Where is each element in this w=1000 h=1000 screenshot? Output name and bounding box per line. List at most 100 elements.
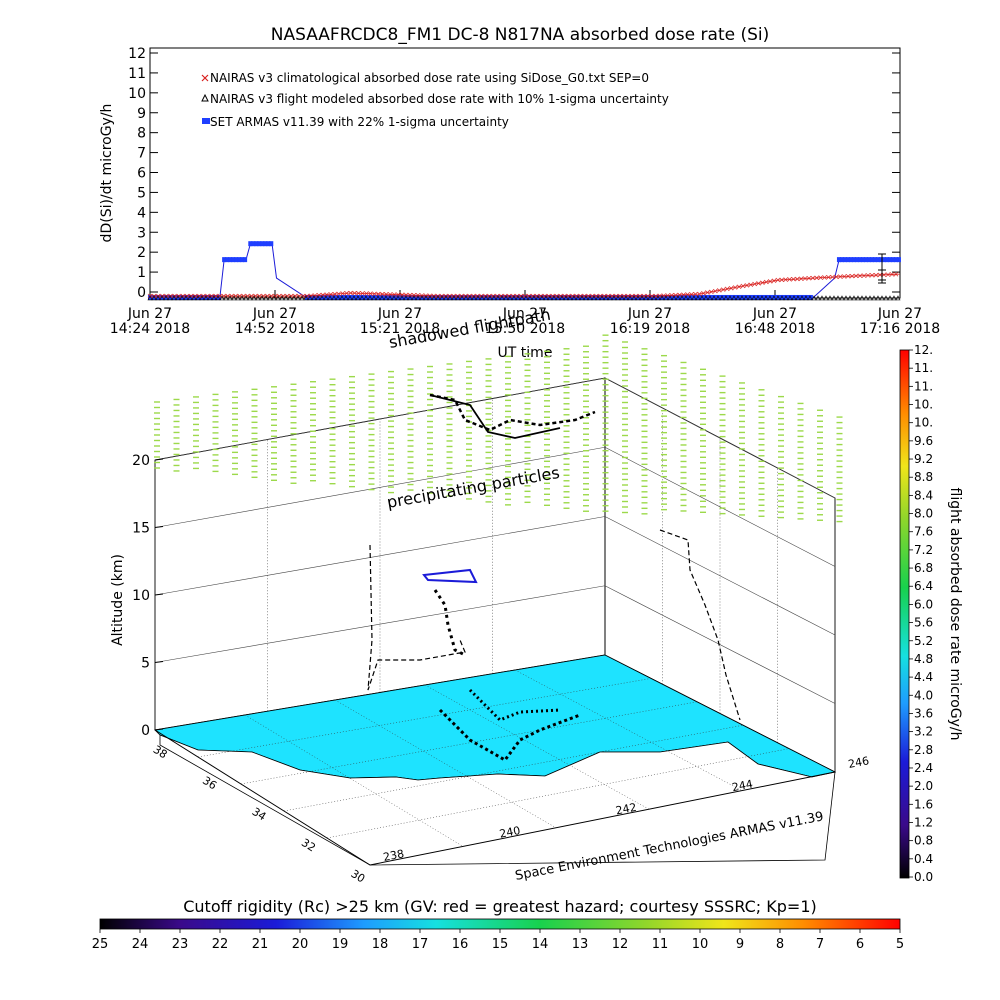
nairas-flight-data-point: [595, 295, 601, 301]
nairas-clim-data-point: [376, 291, 381, 297]
armas-data-point: [733, 294, 738, 300]
armas-data-point: [593, 294, 598, 300]
armas-data-point: [427, 294, 432, 300]
armas-data-point: [435, 294, 440, 300]
armas-data-point: [745, 294, 750, 300]
nairas-flight-data-point: [759, 295, 765, 301]
nairas-flight-data-point: [351, 295, 357, 301]
dose-colorbar: 0.0 0.4 0.8 1.2 1.6 2.0 2.4 2.8 3.2 3.6 4.0 4.4 4.8 5…: [899, 343, 963, 884]
nairas-flight-data-point: [747, 295, 753, 301]
armas-data-point: [534, 294, 539, 300]
top-y-tick-label: 2: [137, 245, 146, 261]
latitude-axis: 38 36 34 32 30: [151, 743, 368, 886]
nairas-flight-data-point: [683, 295, 689, 301]
dose-colorbar-tick-label: 7.6: [914, 525, 933, 539]
armas-data-point: [331, 294, 336, 300]
longitude-tick-label: 238: [382, 847, 405, 864]
nairas-clim-data-point: [853, 273, 859, 279]
nairas-flight-data-point: [179, 295, 185, 301]
nairas-flight-data-point: [559, 295, 565, 301]
rigidity-colorbar-tick-label: 7: [816, 937, 824, 952]
nairas-flight-data-point: [803, 295, 809, 301]
armas-data-point: [462, 294, 467, 300]
nairas-flight-data-point: [587, 295, 593, 301]
dose-colorbar-tick-label: 0.0: [914, 870, 933, 884]
nairas-flight-data-point: [719, 295, 725, 301]
armas-data-point: [543, 294, 548, 300]
top-x-tick-label-time: 16:19 2018: [610, 321, 690, 337]
armas-data-point: [373, 294, 378, 300]
nairas-flight-data-point: [423, 295, 429, 301]
nairas-clim-data-point: [265, 293, 270, 299]
nairas-flight-data-point: [691, 295, 697, 301]
top-x-tick-label-date: Jun 27: [502, 306, 547, 322]
top-x-tick-label-date: Jun 27: [127, 306, 172, 322]
nairas-clim-data-point: [364, 291, 369, 296]
nairas-clim-data-point: [806, 276, 812, 281]
nairas-clim-data-point: [209, 293, 214, 299]
armas-data-point: [766, 294, 771, 300]
top-y-tick-label: 12: [128, 46, 146, 62]
nairas-flight-data-point: [255, 295, 261, 301]
nairas-flight-data-point: [227, 295, 233, 301]
nairas-flight-data-point: [231, 295, 237, 301]
nairas-flight-data-point: [675, 295, 681, 301]
nairas-flight-data-point: [475, 295, 481, 301]
nairas-flight-data-point: [383, 295, 389, 301]
floor-grid-line-longitude: [514, 669, 743, 791]
armas-data-point: [781, 294, 786, 300]
nairas-flight-data-point: [547, 295, 553, 301]
nairas-flight-data-point: [215, 295, 221, 301]
armas-data-point: [839, 257, 844, 263]
floor-grid-line-latitude: [326, 748, 790, 839]
nairas-flight-data-point: [739, 295, 745, 301]
nairas-clim-data-point: [787, 277, 792, 282]
nairas-flight-data-point: [619, 295, 625, 301]
armas-series-line: [150, 243, 900, 299]
nairas-flight-data-point: [335, 295, 341, 301]
armas-data-point: [234, 257, 239, 263]
top-y-tick-label: 10: [128, 86, 146, 102]
nairas-clim-data-point: [705, 290, 710, 295]
rigidity-colorbar-tick-label: 15: [492, 937, 509, 952]
armas-data-point: [549, 294, 554, 300]
rigidity-colorbar-tick-label: 16: [452, 937, 469, 952]
armas-data-point: [884, 257, 889, 263]
nairas-flight-data-point: [279, 295, 285, 301]
nairas-clim-data-point: [764, 279, 769, 285]
floor-grid-line-longitude: [424, 684, 650, 810]
nairas-flight-data-point: [763, 295, 769, 301]
armas-data-point: [447, 294, 452, 300]
nairas-flight-data-point: [219, 295, 225, 301]
wall-grid-line-altitude: [604, 516, 836, 636]
armas-data-point: [799, 294, 804, 300]
dose-colorbar-tick-label: 1.6: [914, 797, 933, 811]
nairas-flight-data-point: [411, 295, 417, 301]
nairas-flight-data-point: [875, 295, 881, 301]
nairas-flight-data-point: [895, 295, 901, 301]
top-y-tick-label: 1: [137, 265, 146, 281]
nairas-clim-data-point: [756, 281, 761, 286]
nairas-flight-data-point: [339, 295, 345, 301]
nairas-flight-data-point: [431, 295, 437, 301]
top-x-tick-label-time: 14:24 2018: [110, 321, 190, 337]
nairas-clim-data-point: [522, 293, 528, 299]
longitude-tick-label: 242: [615, 801, 638, 818]
top-y-tick-label: 7: [137, 146, 146, 162]
latitude-tick-label: 34: [250, 805, 269, 823]
nairas-clim-data-point: [810, 275, 816, 281]
nairas-flight-data-point: [355, 295, 361, 301]
rigidity-colorbar-tick-label: 12: [612, 937, 629, 952]
armas-data-point: [778, 294, 783, 300]
nairas-flight-data-point: [495, 295, 501, 301]
armas-data-point: [590, 294, 595, 300]
annotation-precipitating-particles: precipitating particles: [385, 463, 561, 512]
nairas-clim-data-point: [869, 272, 875, 278]
nairas-clim-data-point: [257, 293, 262, 299]
nairas-flight-data-point: [499, 295, 505, 301]
armas-data-point: [507, 294, 512, 300]
nairas-clim-data-point: [724, 286, 730, 292]
nairas-flight-data-point: [407, 295, 413, 301]
nairas-clim-data-point: [332, 291, 337, 297]
